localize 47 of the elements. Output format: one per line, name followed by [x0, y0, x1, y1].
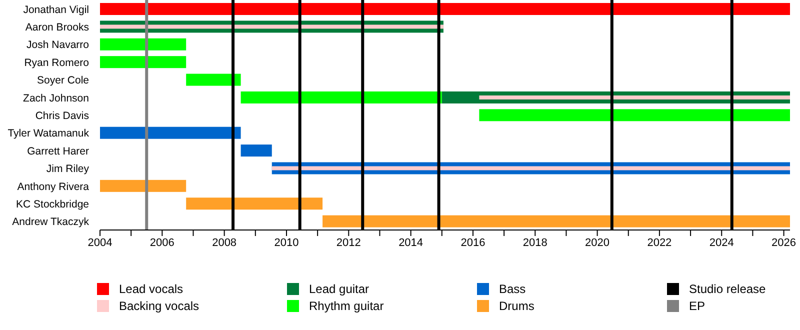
- legend-label: Lead vocals: [119, 282, 184, 296]
- x-tick-label: 2022: [647, 236, 672, 249]
- legend-label: Backing vocals: [119, 299, 200, 313]
- bar: [479, 95, 790, 100]
- y-tick-label: Anthony Rivera: [17, 180, 90, 193]
- bar: [479, 109, 790, 122]
- bar: [100, 180, 186, 192]
- legend-label: Rhythm guitar: [309, 299, 384, 313]
- bar: [100, 38, 186, 50]
- bar: [186, 74, 241, 86]
- y-tick-label: Tyler Watamanuk: [8, 128, 90, 140]
- bar: [322, 215, 790, 228]
- legend-label: Drums: [499, 299, 534, 313]
- y-tick-label: Garrett Harer: [27, 145, 90, 158]
- y-tick-label: Andrew Tkaczyk: [12, 216, 90, 228]
- x-tick-label: 2016: [460, 236, 486, 249]
- x-tick-label: 2024: [709, 236, 734, 249]
- bar: [100, 3, 790, 15]
- y-tick-label: Josh Navarro: [26, 39, 90, 52]
- bar: [100, 56, 186, 68]
- y-tick-label: Aaron Brooks: [25, 22, 89, 34]
- x-tick-label: 2020: [585, 236, 610, 249]
- x-tick-label: 2026: [772, 236, 796, 249]
- legend-label: EP: [689, 299, 706, 313]
- y-tick-label: Jim Riley: [46, 163, 90, 176]
- y-tick-label: KC Stockbridge: [16, 198, 90, 210]
- y-tick-label: Soyer Cole: [37, 74, 90, 87]
- x-tick-label: 2018: [522, 236, 548, 249]
- legend-label: Bass: [499, 282, 526, 296]
- bar: [100, 24, 444, 29]
- bar: [100, 126, 241, 139]
- y-tick-label: Zach Johnson: [23, 92, 90, 104]
- y-tick-label: Jonathan Vigil: [23, 4, 89, 16]
- x-tick-label: 2006: [150, 236, 174, 249]
- x-tick-label: 2014: [398, 236, 424, 249]
- bar: [186, 198, 323, 210]
- bar: [272, 166, 790, 170]
- x-tick-label: 2008: [212, 236, 237, 249]
- bar: [240, 144, 272, 157]
- x-tick-label: 2012: [336, 236, 361, 249]
- y-tick-label: Chris Davis: [35, 110, 89, 122]
- y-tick-label: Ryan Romero: [24, 56, 90, 69]
- bar: [240, 91, 442, 104]
- legend-label: Studio release: [689, 282, 766, 296]
- x-tick-label: 2010: [274, 236, 299, 249]
- x-tick-label: 2004: [88, 236, 112, 249]
- legend-label: Lead guitar: [309, 282, 370, 296]
